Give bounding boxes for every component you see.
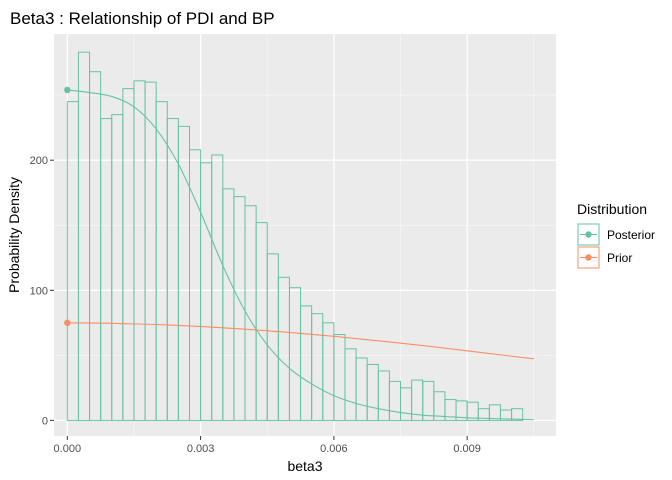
histogram-bars bbox=[66, 51, 524, 421]
histogram-bar bbox=[511, 408, 524, 421]
legend-label: Prior bbox=[607, 251, 632, 265]
x-tick-label: 0.009 bbox=[453, 443, 481, 455]
y-axis: 0 100 200 bbox=[30, 155, 54, 427]
density-lines bbox=[67, 89, 534, 421]
x-tick-label: 0.006 bbox=[320, 443, 348, 455]
legend-label: Posterior bbox=[607, 228, 655, 242]
legend: Distribution Posterior Prior bbox=[577, 201, 655, 269]
y-tick-label: 200 bbox=[30, 155, 48, 167]
legend-item-posterior: Posterior bbox=[577, 223, 655, 246]
y-tick-label: 100 bbox=[30, 285, 48, 297]
legend-title: Distribution bbox=[577, 201, 647, 217]
density-line-prior bbox=[67, 322, 534, 360]
density-line-posterior bbox=[67, 89, 534, 421]
x-axis: 0.000 0.003 0.006 0.009 bbox=[54, 436, 481, 455]
legend-key-point bbox=[585, 231, 592, 238]
x-axis-title: beta3 bbox=[287, 458, 322, 474]
y-axis-title: Probability Density bbox=[6, 177, 22, 293]
plot-panel bbox=[54, 34, 556, 436]
x-tick-label: 0.000 bbox=[54, 443, 82, 455]
x-tick-label: 0.003 bbox=[187, 443, 215, 455]
y-tick-label: 0 bbox=[42, 415, 48, 427]
density-points bbox=[64, 86, 71, 327]
chart-title: Beta3 : Relationship of PDI and BP bbox=[10, 9, 275, 28]
grid-minor bbox=[54, 34, 556, 436]
point-posterior bbox=[64, 86, 71, 94]
point-prior bbox=[64, 319, 71, 327]
legend-item-prior: Prior bbox=[577, 246, 632, 269]
legend-key-point bbox=[585, 254, 592, 261]
